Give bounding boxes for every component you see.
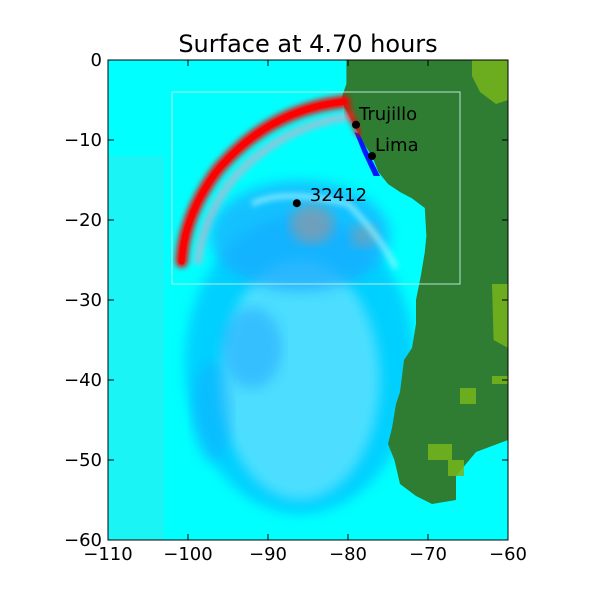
y-tick-label: 0 — [91, 50, 102, 71]
y-tick-label: −60 — [64, 530, 102, 551]
y-tick-label: −10 — [64, 130, 102, 151]
wave-swath-region — [290, 204, 334, 244]
land-high-terrain — [428, 444, 452, 460]
land-mass — [340, 60, 508, 504]
land-high-terrain — [472, 60, 508, 104]
location-marker — [292, 199, 301, 208]
y-tick-label: −30 — [64, 290, 102, 311]
land-high-terrain — [492, 284, 508, 348]
x-tick-label: −80 — [329, 544, 367, 565]
refinement-box — [171, 91, 461, 285]
wave-swath-region — [222, 308, 282, 388]
x-tick-label: −100 — [163, 544, 212, 565]
coastal-trough — [354, 132, 380, 176]
wave-crest-halo — [193, 112, 353, 265]
x-tick-label: −70 — [409, 544, 447, 565]
wave-swath-region — [192, 362, 232, 462]
wave-front — [175, 95, 399, 270]
chart-title: Surface at 4.70 hours — [178, 30, 437, 58]
wave-crest — [178, 98, 347, 265]
x-tick-label: −110 — [83, 544, 132, 565]
wave-crest — [343, 102, 363, 138]
y-tick-label: −20 — [64, 210, 102, 231]
y-axis: 0 −10 −20 −30 −40 −50 −60 — [64, 50, 508, 551]
wave-swath-region — [108, 156, 164, 540]
location-marker — [352, 120, 360, 129]
location-marker — [368, 152, 376, 160]
x-tick-label: −90 — [249, 544, 287, 565]
location-label: Lima — [375, 135, 419, 156]
land-high-terrain — [460, 388, 476, 404]
location-label: 32412 — [310, 185, 367, 206]
x-axis: −110 −100 −90 −80 −70 −60 — [83, 60, 527, 565]
plot-area — [108, 60, 508, 540]
refinement-boxes — [171, 91, 461, 285]
wave-ridge — [250, 193, 399, 270]
x-tick-label: −60 — [489, 544, 527, 565]
location-label: Trujillo — [358, 104, 417, 125]
land-high-terrain — [448, 460, 464, 476]
locations: Trujillo Lima 32412 — [292, 104, 419, 208]
y-tick-label: −40 — [64, 370, 102, 391]
y-tick-label: −50 — [64, 450, 102, 471]
wave-swath — [108, 156, 415, 540]
land-high-terrain — [492, 376, 508, 384]
